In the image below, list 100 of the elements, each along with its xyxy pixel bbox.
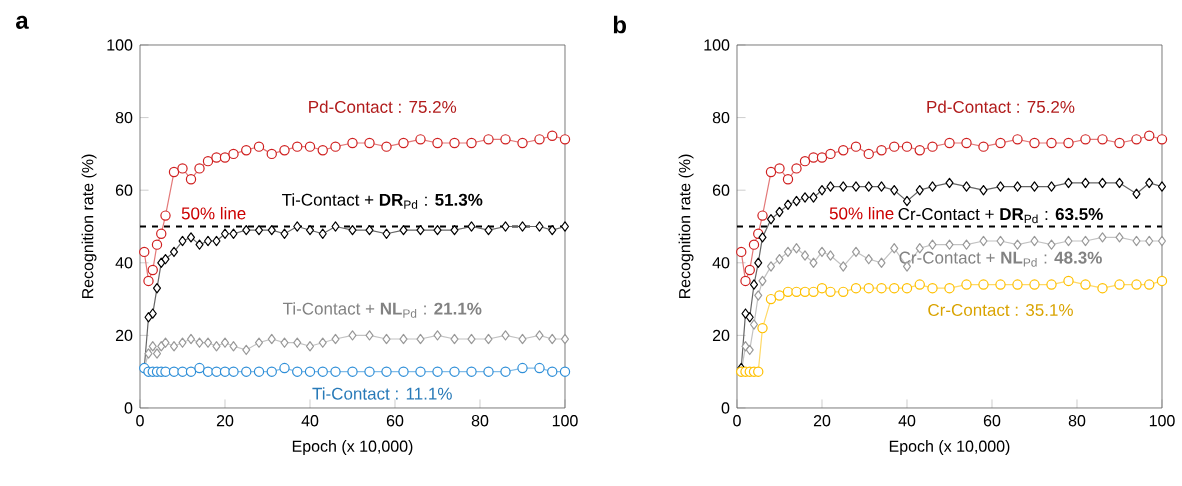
point	[293, 337, 302, 348]
point	[382, 228, 391, 239]
x-tick-label: 0	[733, 415, 741, 427]
point	[242, 344, 251, 356]
point	[318, 228, 327, 239]
point	[850, 283, 862, 294]
point	[483, 134, 494, 145]
point	[399, 333, 408, 345]
point	[741, 308, 750, 319]
point	[304, 141, 316, 152]
point	[160, 366, 171, 377]
point	[152, 283, 162, 294]
point	[808, 286, 819, 298]
point	[535, 221, 544, 232]
point	[783, 246, 793, 258]
point	[1047, 239, 1056, 250]
y-tick-label: 40	[115, 257, 133, 269]
point	[838, 145, 849, 156]
point	[928, 239, 937, 250]
point	[416, 224, 425, 236]
point	[280, 337, 289, 348]
point	[864, 253, 873, 265]
x-tick-label: 60	[386, 415, 404, 427]
point	[253, 366, 265, 377]
point	[560, 221, 570, 232]
point	[449, 137, 460, 149]
point	[161, 253, 170, 265]
point	[740, 275, 751, 287]
point	[279, 145, 290, 156]
series-label: Pd-Contact : 75.2%	[309, 100, 457, 113]
point	[825, 148, 836, 160]
point	[331, 333, 340, 345]
point	[280, 228, 289, 239]
point	[365, 330, 374, 341]
point	[348, 330, 357, 341]
point	[1081, 235, 1090, 247]
point	[766, 261, 776, 272]
point	[156, 228, 167, 239]
point	[1080, 279, 1091, 290]
y-axis-title: Recognition rate (%)	[678, 154, 694, 299]
point	[1013, 181, 1022, 192]
point	[945, 239, 954, 250]
point	[212, 235, 221, 247]
point	[765, 166, 777, 178]
point	[279, 362, 290, 374]
point	[398, 366, 409, 377]
point	[305, 224, 315, 236]
point	[178, 235, 187, 247]
point	[851, 246, 861, 258]
point	[483, 366, 494, 377]
point	[1156, 134, 1168, 145]
y-tick-label: 20	[712, 329, 730, 342]
point	[775, 253, 784, 265]
point	[774, 163, 785, 174]
point	[774, 290, 785, 301]
point	[253, 141, 265, 152]
point	[266, 148, 277, 160]
ref-line-label: 50% line	[829, 206, 894, 220]
point	[962, 181, 971, 192]
series-label: Ti-Contact : 11.1%	[312, 387, 452, 400]
point	[415, 134, 426, 145]
point	[928, 181, 937, 192]
point	[748, 239, 760, 250]
y-tick-label: 60	[712, 184, 730, 196]
point	[416, 333, 425, 345]
point	[518, 221, 527, 232]
point	[996, 235, 1005, 247]
point	[783, 199, 793, 210]
point	[304, 366, 316, 377]
point	[800, 250, 810, 261]
point	[534, 134, 545, 145]
point	[1145, 177, 1154, 189]
y-tick-label: 20	[115, 329, 133, 342]
point	[152, 348, 162, 359]
point	[1046, 137, 1057, 149]
ref-line-label: 50% line	[181, 206, 246, 220]
point	[1012, 134, 1023, 145]
y-tick-label: 100	[704, 39, 730, 51]
point	[399, 224, 408, 236]
point	[317, 145, 328, 156]
point	[559, 366, 571, 377]
y-tick-label: 40	[712, 257, 730, 269]
point	[754, 257, 763, 268]
point	[228, 366, 239, 377]
point	[484, 224, 493, 236]
point	[202, 155, 214, 167]
point	[433, 330, 442, 341]
point	[547, 130, 558, 141]
point	[517, 362, 528, 374]
point	[186, 232, 196, 243]
x-tick-label: 40	[898, 415, 916, 427]
point	[220, 337, 230, 348]
point	[148, 341, 157, 352]
point	[979, 235, 988, 247]
point	[467, 333, 476, 345]
point	[195, 337, 204, 348]
point	[501, 221, 510, 232]
point	[826, 250, 835, 261]
series-label: Cr-Contact + DR$_{Pd}$ : 63.5%	[898, 208, 1103, 224]
point	[450, 224, 459, 236]
